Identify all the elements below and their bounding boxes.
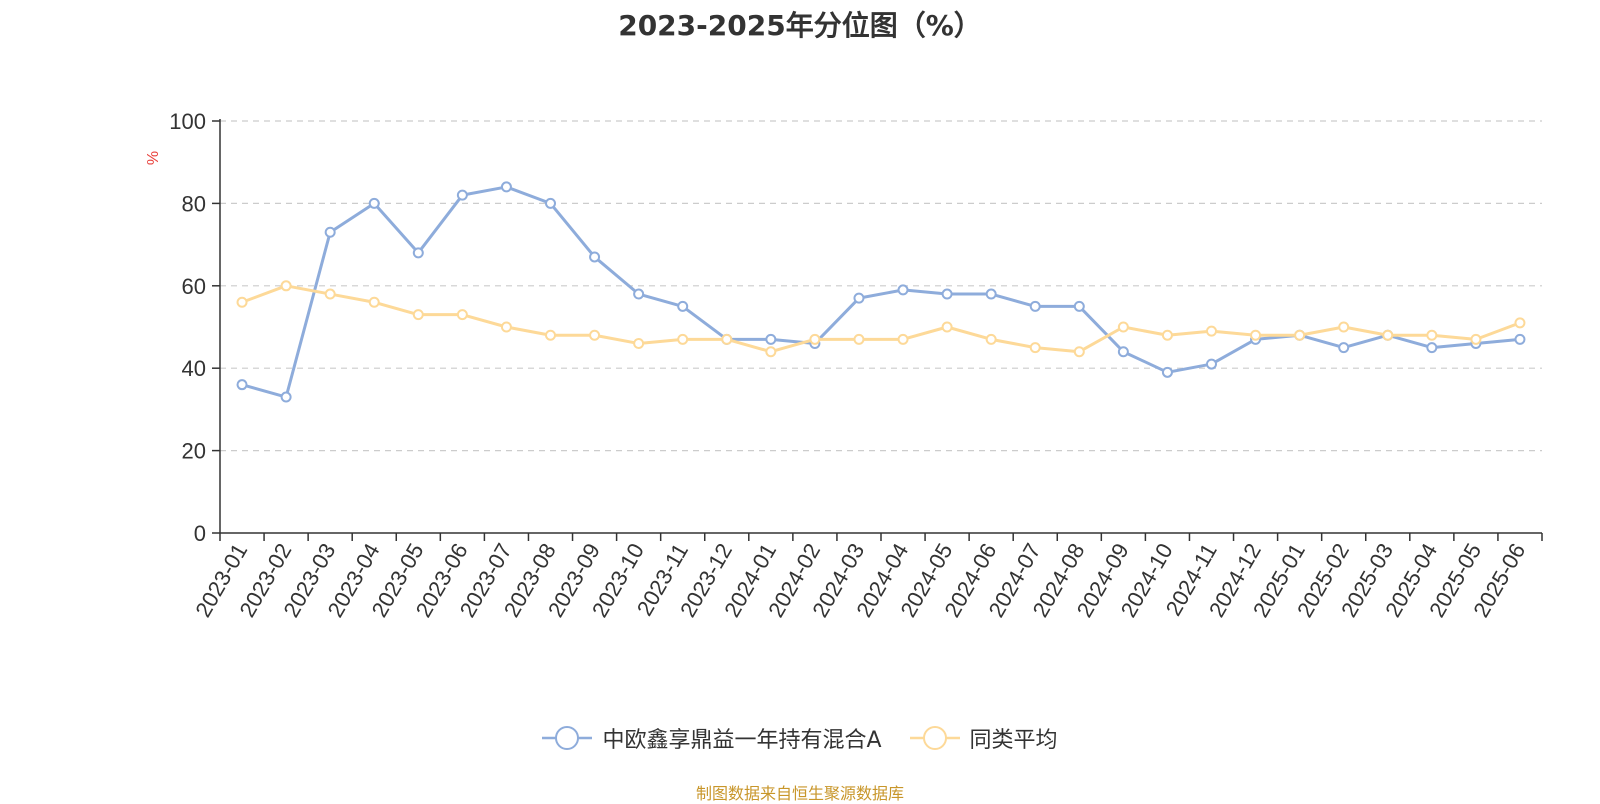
data-point	[324, 226, 336, 238]
y-tick-label: 0	[194, 521, 206, 546]
series-line	[241, 284, 1521, 354]
data-point	[1338, 321, 1350, 333]
data-point	[1514, 317, 1526, 329]
data-point	[1117, 321, 1129, 333]
data-source-note: 制图数据来自恒生聚源数据库	[695, 784, 904, 803]
legend-label: 同类平均	[969, 728, 1058, 753]
data-point	[677, 300, 689, 312]
data-point	[412, 309, 424, 321]
data-point	[545, 197, 556, 209]
data-point	[1161, 366, 1173, 378]
data-point	[853, 292, 865, 304]
data-point	[456, 309, 468, 321]
data-point	[1073, 300, 1085, 312]
data-point	[236, 296, 248, 308]
data-point	[633, 337, 645, 349]
legend: 中欧鑫享鼎益一年持有混合A 同类平均	[0, 722, 1600, 754]
data-point	[1294, 329, 1306, 341]
data-point	[721, 333, 733, 345]
data-point	[1161, 329, 1173, 341]
data-point	[324, 288, 336, 300]
data-point	[809, 333, 821, 345]
y-tick-label: 40	[182, 356, 206, 381]
legend-swatch-marker	[555, 726, 580, 750]
data-point	[1382, 329, 1394, 341]
data-point	[1117, 346, 1129, 358]
y-tick-label: 20	[182, 439, 206, 464]
legend-swatch-marker	[922, 726, 947, 750]
data-point	[853, 333, 865, 345]
series-group	[236, 280, 1526, 358]
data-point	[897, 284, 909, 296]
data-point	[1426, 342, 1438, 354]
data-point	[1029, 342, 1041, 354]
data-point	[280, 391, 292, 403]
data-point	[1338, 342, 1350, 354]
data-point	[1514, 333, 1526, 345]
data-point	[1470, 333, 1482, 345]
data-point	[1073, 346, 1085, 358]
legend-item[interactable]: 中欧鑫享鼎益一年持有混合A	[542, 722, 882, 754]
data-point	[985, 288, 997, 300]
data-point	[456, 189, 468, 201]
data-point	[1206, 358, 1217, 370]
legend-swatch-icon	[542, 726, 593, 750]
grid-lines	[220, 120, 1542, 452]
y-tick-label: 60	[182, 274, 206, 299]
legend-label: 中欧鑫享鼎益一年持有混合A	[602, 728, 882, 753]
data-point	[589, 251, 601, 263]
data-point	[985, 333, 997, 345]
data-point	[545, 329, 556, 341]
data-point	[1426, 329, 1438, 341]
data-point	[500, 181, 512, 193]
y-tick-label: 80	[182, 191, 206, 216]
chart-title: 2023-2025年分位图（%）	[618, 9, 982, 42]
data-point	[633, 288, 645, 300]
series-lines	[236, 181, 1526, 403]
data-point	[368, 296, 380, 308]
data-point	[941, 321, 953, 333]
data-point	[1250, 329, 1262, 341]
data-point	[280, 280, 292, 292]
data-point	[897, 333, 909, 345]
data-point	[941, 288, 953, 300]
data-point	[589, 329, 601, 341]
data-point	[1206, 325, 1217, 337]
data-point	[765, 333, 777, 345]
data-point	[412, 247, 424, 259]
y-axis-label: %	[145, 151, 162, 165]
data-point	[368, 197, 380, 209]
legend-item[interactable]: 同类平均	[909, 722, 1058, 754]
series-line	[241, 185, 1521, 399]
data-point	[677, 333, 689, 345]
y-tick-label: 100	[169, 109, 206, 134]
axes: 0204060801002023-012023-022023-032023-04…	[169, 109, 1543, 621]
data-point	[236, 379, 248, 391]
data-point	[1029, 300, 1041, 312]
data-point	[500, 321, 512, 333]
legend-swatch-icon	[909, 726, 960, 750]
data-point	[765, 346, 777, 358]
